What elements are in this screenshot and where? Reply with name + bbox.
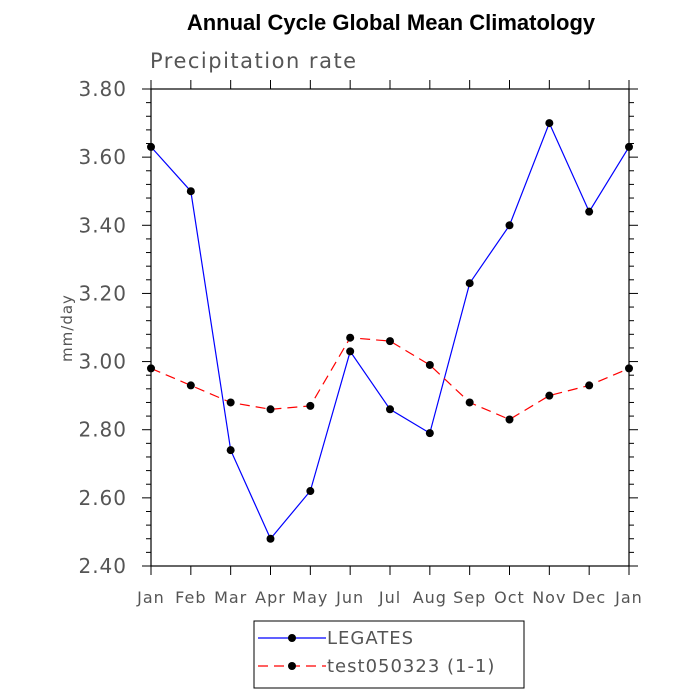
y-tick-label: 2.40: [78, 554, 127, 578]
legend-label-test: test050323 (1-1): [327, 656, 495, 677]
chart-title: Annual Cycle Global Mean Climatology: [187, 10, 596, 35]
y-tick-label: 3.00: [78, 350, 127, 374]
data-point-test050323: [465, 398, 474, 407]
x-tick-label: Jun: [335, 588, 364, 607]
y-tick-label: 3.80: [78, 77, 127, 101]
data-point-legates: [465, 279, 474, 288]
legend: LEGATES test050323 (1-1): [253, 620, 525, 689]
series-line-legates: [150, 121, 630, 540]
legend-marker-legates: [288, 634, 296, 642]
data-point-test050323: [346, 333, 355, 342]
data-point-test050323: [425, 360, 434, 369]
x-tick-label: Feb: [175, 588, 206, 607]
x-tick-label: Jan: [614, 588, 643, 607]
x-tick-label: Jan: [136, 588, 165, 607]
x-tick-label: May: [292, 588, 328, 607]
x-tick-label: Mar: [214, 588, 247, 607]
y-tick-labels: 2.40 2.60 2.80 3.00 3.20 3.40 3.60 3.80: [78, 77, 127, 578]
y-tick-label: 3.60: [78, 145, 127, 169]
x-tick-label: Aug: [413, 588, 447, 607]
chart-subtitle: Precipitation rate: [150, 49, 358, 73]
data-point-legates: [346, 347, 355, 356]
data-point-test050323: [186, 381, 195, 390]
data-point-legates: [386, 405, 394, 414]
data-point-legates: [266, 534, 275, 543]
legend-frame: [253, 620, 525, 689]
data-point-test050323: [306, 401, 315, 410]
data-point-test050323: [386, 337, 394, 346]
axis-ticks: [142, 80, 638, 575]
data-point-legates: [545, 119, 554, 128]
y-tick-label: 2.60: [78, 486, 127, 510]
data-point-legates: [226, 446, 235, 455]
legend-label-legates: LEGATES: [327, 628, 414, 649]
data-point-test050323: [505, 415, 514, 424]
y-tick-label: 3.20: [78, 281, 127, 305]
y-tick-label: 3.40: [78, 213, 127, 237]
x-tick-label: Jul: [378, 588, 401, 607]
plot-frame: [150, 88, 630, 567]
x-tick-label: Sep: [453, 588, 486, 607]
x-tick-label: Dec: [572, 588, 606, 607]
data-point-test050323: [545, 391, 554, 400]
data-point-test050323: [266, 405, 275, 414]
data-point-test050323: [585, 381, 594, 390]
data-point-test050323: [226, 398, 235, 407]
data-point-legates: [186, 187, 195, 196]
legend-marker-test: [288, 662, 296, 670]
x-tick-label: Nov: [532, 588, 566, 607]
x-tick-labels: Jan Feb Mar Apr May Jun Jul Aug Sep Oct Nov Dec Jan: [136, 588, 643, 607]
y-tick-label: 2.80: [78, 418, 127, 442]
data-point-legates: [505, 221, 514, 230]
data-point-legates: [306, 487, 315, 496]
data-point-legates: [585, 207, 594, 216]
series-layer: [147, 119, 633, 543]
x-tick-label: Oct: [494, 588, 525, 607]
data-point-legates: [425, 429, 434, 438]
y-axis-label: mm/day: [58, 294, 76, 362]
x-tick-label: Apr: [255, 588, 286, 607]
